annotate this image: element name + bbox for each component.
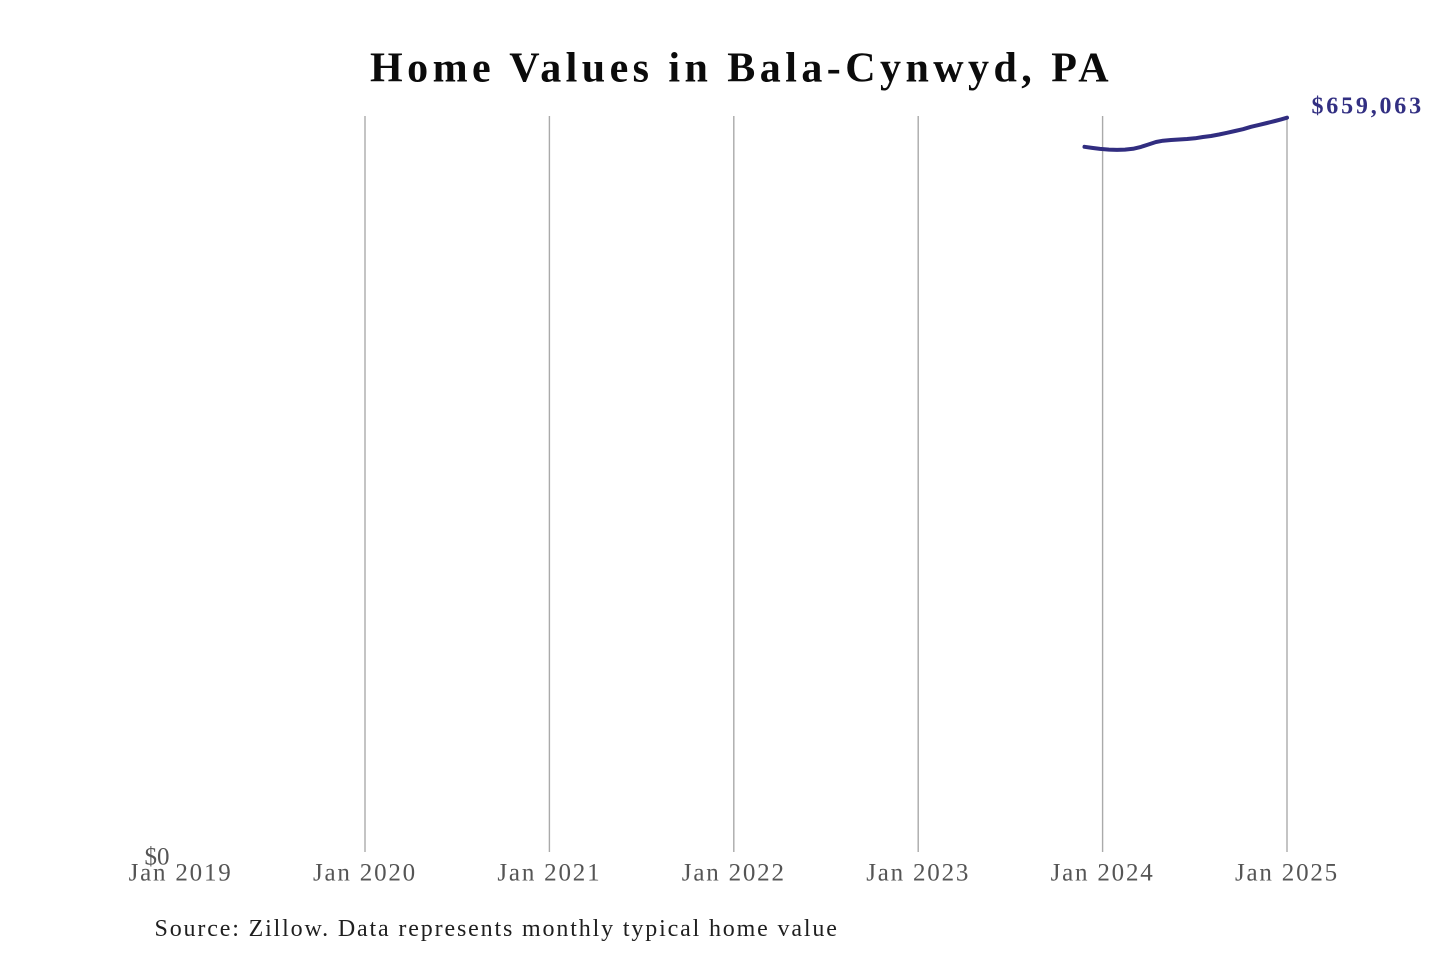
svg-text:Jan 2025: Jan 2025 <box>1235 860 1339 887</box>
svg-text:Jan 2023: Jan 2023 <box>866 860 970 887</box>
svg-text:Home Values in Bala-Cynwyd, PA: Home Values in Bala-Cynwyd, PA <box>370 45 1113 91</box>
svg-text:$0: $0 <box>145 844 170 871</box>
svg-text:Source: Zillow. Data represent: Source: Zillow. Data represents monthly … <box>155 916 839 942</box>
svg-text:Jan 2020: Jan 2020 <box>313 860 417 887</box>
svg-text:Jan 2021: Jan 2021 <box>497 860 601 887</box>
svg-text:Jan 2022: Jan 2022 <box>682 860 786 887</box>
svg-text:Jan 2019: Jan 2019 <box>129 860 233 887</box>
svg-text:$659,063: $659,063 <box>1312 94 1424 120</box>
svg-text:Jan 2024: Jan 2024 <box>1051 860 1155 887</box>
